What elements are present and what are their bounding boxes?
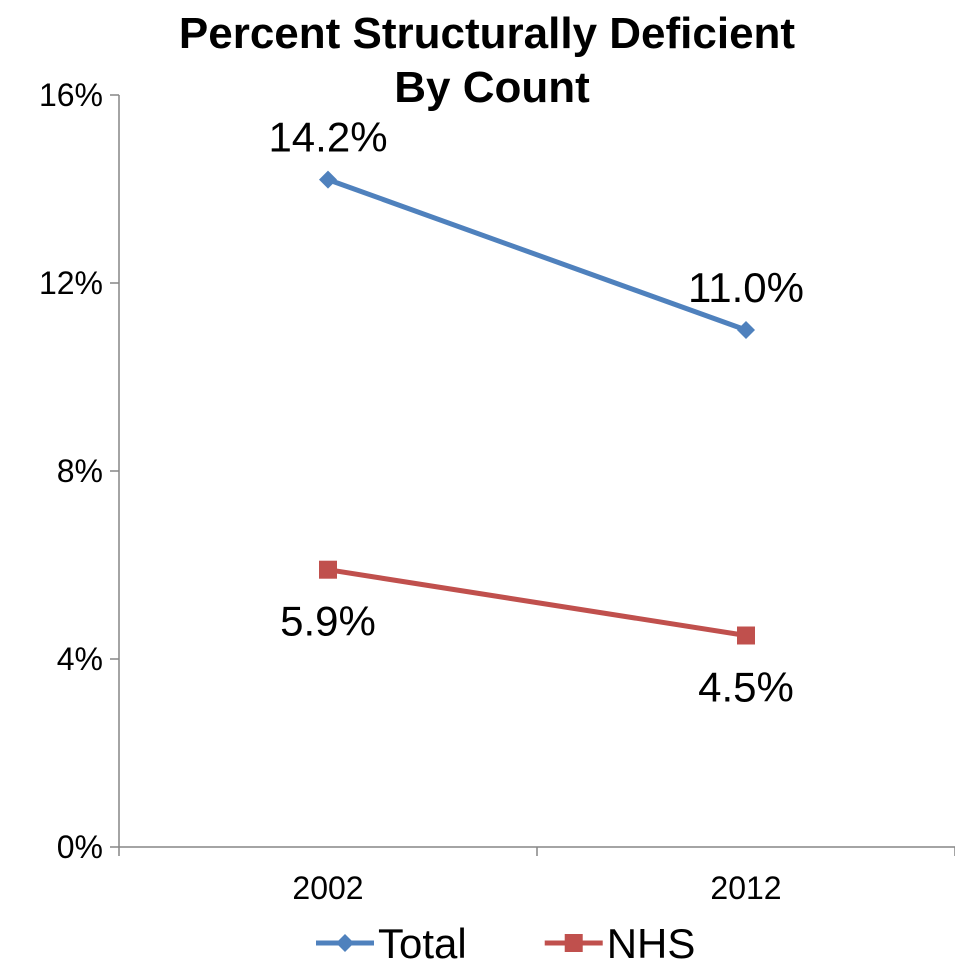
x-axis-ticks: 2002 2012	[118, 847, 955, 906]
series-line-total	[327, 177, 747, 333]
data-labels: 14.2% 11.0% 5.9% 4.5%	[268, 114, 804, 711]
y-tick-label: 16%	[39, 77, 103, 113]
chart-series	[319, 170, 755, 645]
y-tick-label: 8%	[57, 453, 103, 489]
y-tick-label: 4%	[57, 641, 103, 677]
y-axis-ticks: 0% 4% 8% 12% 16%	[39, 77, 119, 865]
data-point-nhs	[564, 934, 583, 952]
data-label: 4.5%	[698, 664, 794, 711]
legend-label-nhs: NHS	[607, 920, 696, 967]
series-line-nhs	[327, 567, 747, 638]
x-tick-label: 2002	[292, 870, 363, 906]
y-tick-label: 12%	[39, 265, 103, 301]
y-tick-label: 0%	[57, 829, 103, 865]
data-point-total	[336, 934, 354, 952]
chart-title: Percent Structurally Deficient	[179, 9, 796, 58]
data-label: 14.2%	[268, 114, 387, 161]
chart-subtitle: By Count	[394, 63, 590, 112]
data-point-nhs	[737, 626, 755, 645]
data-point-total	[319, 170, 337, 189]
chart-legend: Total NHS	[316, 920, 695, 967]
chart-axes	[118, 95, 955, 848]
data-label: 11.0%	[688, 264, 804, 311]
legend-label-total: Total	[378, 920, 467, 967]
data-point-total	[737, 321, 755, 339]
data-point-nhs	[319, 560, 337, 579]
data-label: 5.9%	[280, 598, 376, 645]
x-tick-label: 2012	[710, 870, 781, 906]
